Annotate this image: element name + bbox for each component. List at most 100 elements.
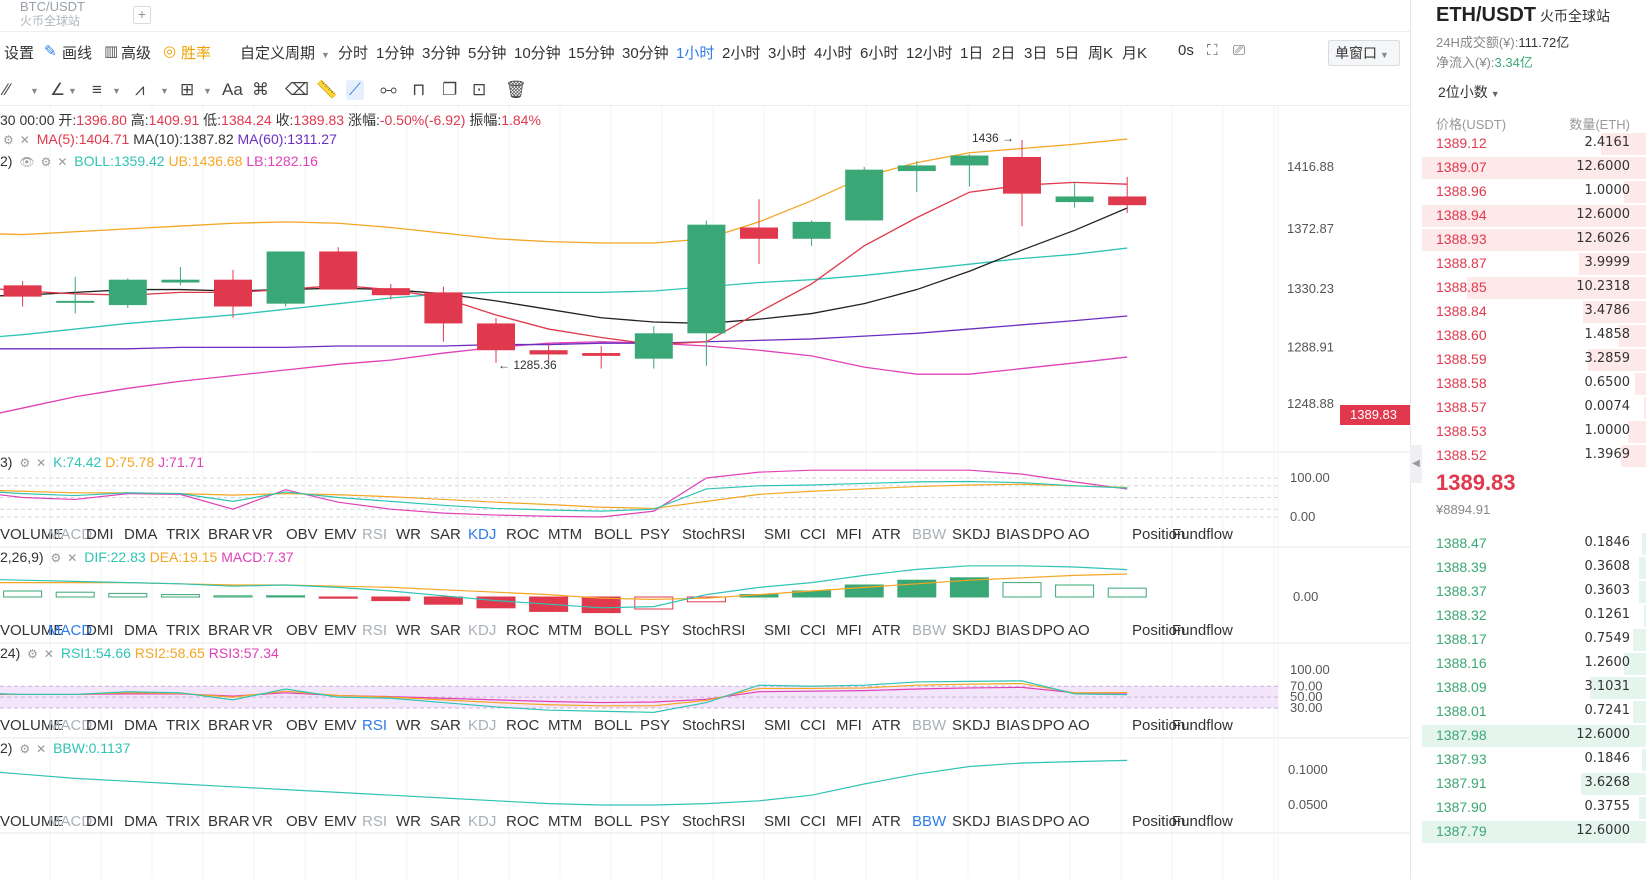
indicator-tab-smi[interactable]: SMI	[764, 526, 791, 543]
indicator-tab-skdj[interactable]: SKDJ	[952, 717, 991, 734]
indicator-tab-mtm[interactable]: MTM	[548, 717, 583, 734]
settings-icon[interactable]: ⚙	[50, 551, 62, 565]
indicator-tab-volume[interactable]: VOLUME	[0, 622, 64, 639]
indicator-tab-macd[interactable]: MACD	[48, 526, 93, 543]
settings-icon[interactable]: ⚙	[19, 456, 31, 470]
indicator-tab-bbw[interactable]: BBW	[912, 813, 947, 830]
indicator-tab-mtm[interactable]: MTM	[548, 526, 583, 543]
period-8[interactable]: 2小时	[722, 45, 761, 62]
indicator-tab-vr[interactable]: VR	[252, 622, 273, 639]
indicator-tab-sar[interactable]: SAR	[430, 526, 461, 543]
magnet-tool-icon[interactable]: ⟋	[346, 80, 364, 100]
indicator-tab-position[interactable]: Position	[1132, 813, 1186, 830]
indicator-tab-rsi[interactable]: RSI	[362, 622, 388, 639]
period-11[interactable]: 6小时	[860, 45, 899, 62]
lock-tool-icon[interactable]: ⊓	[412, 80, 426, 99]
indicator-tab-trix[interactable]: TRIX	[166, 717, 201, 734]
indicator-tab-volume[interactable]: VOLUME	[0, 526, 64, 543]
indicator-tab-trix[interactable]: TRIX	[166, 622, 201, 639]
indicator-tab-psy[interactable]: PSY	[640, 526, 671, 543]
indicator-tab-atr[interactable]: ATR	[872, 813, 901, 830]
indicator-tab-fundflow[interactable]: Fundflow	[1172, 813, 1233, 830]
screenshot-icon[interactable]: ⎚	[1233, 42, 1246, 59]
close-icon[interactable]: ✕	[36, 456, 47, 470]
indicator-tab-stochrsi[interactable]: StochRSI	[682, 717, 746, 734]
period-7[interactable]: 1小时	[676, 45, 715, 62]
indicator-tab-sar[interactable]: SAR	[430, 717, 461, 734]
indicator-tab-cci[interactable]: CCI	[800, 813, 826, 830]
fullscreen-icon[interactable]: ⛶	[1207, 42, 1218, 59]
collapse-panel-icon[interactable]: ◀	[1410, 445, 1422, 483]
indicator-tab-mtm[interactable]: MTM	[548, 813, 583, 830]
indicator-tab-rsi[interactable]: RSI	[362, 717, 388, 734]
indicator-tab-roc[interactable]: ROC	[506, 813, 540, 830]
indicator-tab-ao[interactable]: AO	[1068, 717, 1090, 734]
indicator-tab-dma[interactable]: DMA	[124, 717, 158, 734]
settings-icon[interactable]: ⚙	[27, 647, 38, 661]
bid-row[interactable]: 1388.32 0.1261	[1422, 604, 1646, 628]
indicator-tab-smi[interactable]: SMI	[764, 717, 791, 734]
indicator-tab-wr[interactable]: WR	[396, 526, 421, 543]
indicator-tab-ao[interactable]: AO	[1068, 622, 1090, 639]
indicator-tab-bbw[interactable]: BBW	[912, 526, 947, 543]
indicator-tab-volume[interactable]: VOLUME	[0, 813, 64, 830]
indicator-tab-bbw[interactable]: BBW	[912, 717, 947, 734]
angle-tool-icon[interactable]: ∠	[50, 80, 66, 99]
indicator-tab-trix[interactable]: TRIX	[166, 526, 201, 543]
settings-icon[interactable]: ⚙	[40, 155, 52, 169]
indicator-tab-boll[interactable]: BOLL	[594, 526, 633, 543]
indicator-tab-atr[interactable]: ATR	[872, 526, 901, 543]
indicator-tab-brar[interactable]: BRAR	[208, 622, 250, 639]
period-14[interactable]: 2日	[992, 45, 1016, 62]
indicator-tab-psy[interactable]: PSY	[640, 813, 671, 830]
indicator-tab-emv[interactable]: EMV	[324, 622, 357, 639]
indicator-tab-vr[interactable]: VR	[252, 813, 273, 830]
wave-tool-icon[interactable]: ⩘	[135, 80, 145, 99]
indicator-tab-rsi[interactable]: RSI	[362, 813, 388, 830]
hide-drawings-icon[interactable]: ⊡	[472, 80, 487, 99]
indicator-tab-obv[interactable]: OBV	[286, 526, 318, 543]
chevron-down-icon[interactable]: ▼	[30, 86, 39, 96]
indicator-tab-smi[interactable]: SMI	[764, 622, 791, 639]
indicator-tab-rsi[interactable]: RSI	[362, 526, 388, 543]
winrate-icon[interactable]: ◎	[163, 43, 177, 60]
indicator-tab-atr[interactable]: ATR	[872, 717, 901, 734]
ask-row[interactable]: 1388.52 1.3969	[1422, 444, 1646, 468]
indicator-tab-position[interactable]: Position	[1132, 526, 1186, 543]
indicator-tab-obv[interactable]: OBV	[286, 622, 318, 639]
indicator-tab-fundflow[interactable]: Fundflow	[1172, 622, 1233, 639]
indicator-tab-skdj[interactable]: SKDJ	[952, 622, 991, 639]
indicator-tab-obv[interactable]: OBV	[286, 717, 318, 734]
indicator-tab-brar[interactable]: BRAR	[208, 717, 250, 734]
indicator-tab-roc[interactable]: ROC	[506, 717, 540, 734]
bid-row[interactable]: 1388.17 0.7549	[1422, 628, 1646, 652]
ask-row[interactable]: 1389.07 12.6000	[1422, 156, 1646, 180]
bid-row[interactable]: 1388.01 0.7241	[1422, 700, 1646, 724]
indicator-tab-dma[interactable]: DMA	[124, 526, 158, 543]
indicator-tab-cci[interactable]: CCI	[800, 526, 826, 543]
indicator-tab-brar[interactable]: BRAR	[208, 526, 250, 543]
indicator-tab-sar[interactable]: SAR	[430, 813, 461, 830]
period-10[interactable]: 4小时	[814, 45, 853, 62]
period-18[interactable]: 月K	[1122, 45, 1148, 62]
indicator-tab-smi[interactable]: SMI	[764, 813, 791, 830]
bid-row[interactable]: 1387.91 3.6268	[1422, 772, 1646, 796]
indicator-tab-dpo[interactable]: DPO	[1032, 526, 1065, 543]
indicator-tab-wr[interactable]: WR	[396, 717, 421, 734]
indicator-tab-psy[interactable]: PSY	[640, 622, 671, 639]
draw-line-icon[interactable]: ✎	[44, 43, 57, 60]
indicator-tab-position[interactable]: Position	[1132, 717, 1186, 734]
bid-row[interactable]: 1388.39 0.3608	[1422, 556, 1646, 580]
indicator-tab-dma[interactable]: DMA	[124, 622, 158, 639]
indicator-tab-boll[interactable]: BOLL	[594, 622, 633, 639]
indicator-tab-psy[interactable]: PSY	[640, 717, 671, 734]
text-tool[interactable]: Aa	[222, 80, 243, 99]
indicator-tab-dma[interactable]: DMA	[124, 813, 158, 830]
indicator-tab-roc[interactable]: ROC	[506, 622, 540, 639]
indicator-tab-skdj[interactable]: SKDJ	[952, 813, 991, 830]
advanced-icon[interactable]: ▥	[104, 43, 119, 60]
ask-row[interactable]: 1388.85 10.2318	[1422, 276, 1646, 300]
settings-button[interactable]: 设置	[4, 45, 35, 62]
ask-row[interactable]: 1388.57 0.0074	[1422, 396, 1646, 420]
advanced-button[interactable]: 高级	[121, 45, 152, 62]
